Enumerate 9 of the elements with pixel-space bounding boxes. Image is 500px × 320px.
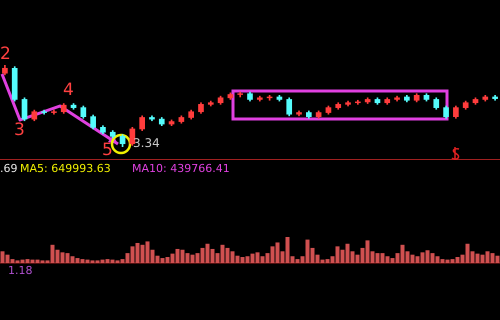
text: 1.18 bbox=[8, 264, 32, 277]
text: MA10: 439766.41 bbox=[132, 162, 230, 175]
annotation: 3.34 bbox=[133, 136, 160, 150]
annotation: 5 bbox=[102, 140, 113, 160]
annotation: 4 bbox=[63, 80, 74, 100]
text: MA5: 649993.63 bbox=[20, 162, 111, 175]
annotation: 3 bbox=[14, 120, 25, 140]
text: 2 bbox=[0, 44, 11, 64]
text: .69 bbox=[0, 162, 18, 175]
